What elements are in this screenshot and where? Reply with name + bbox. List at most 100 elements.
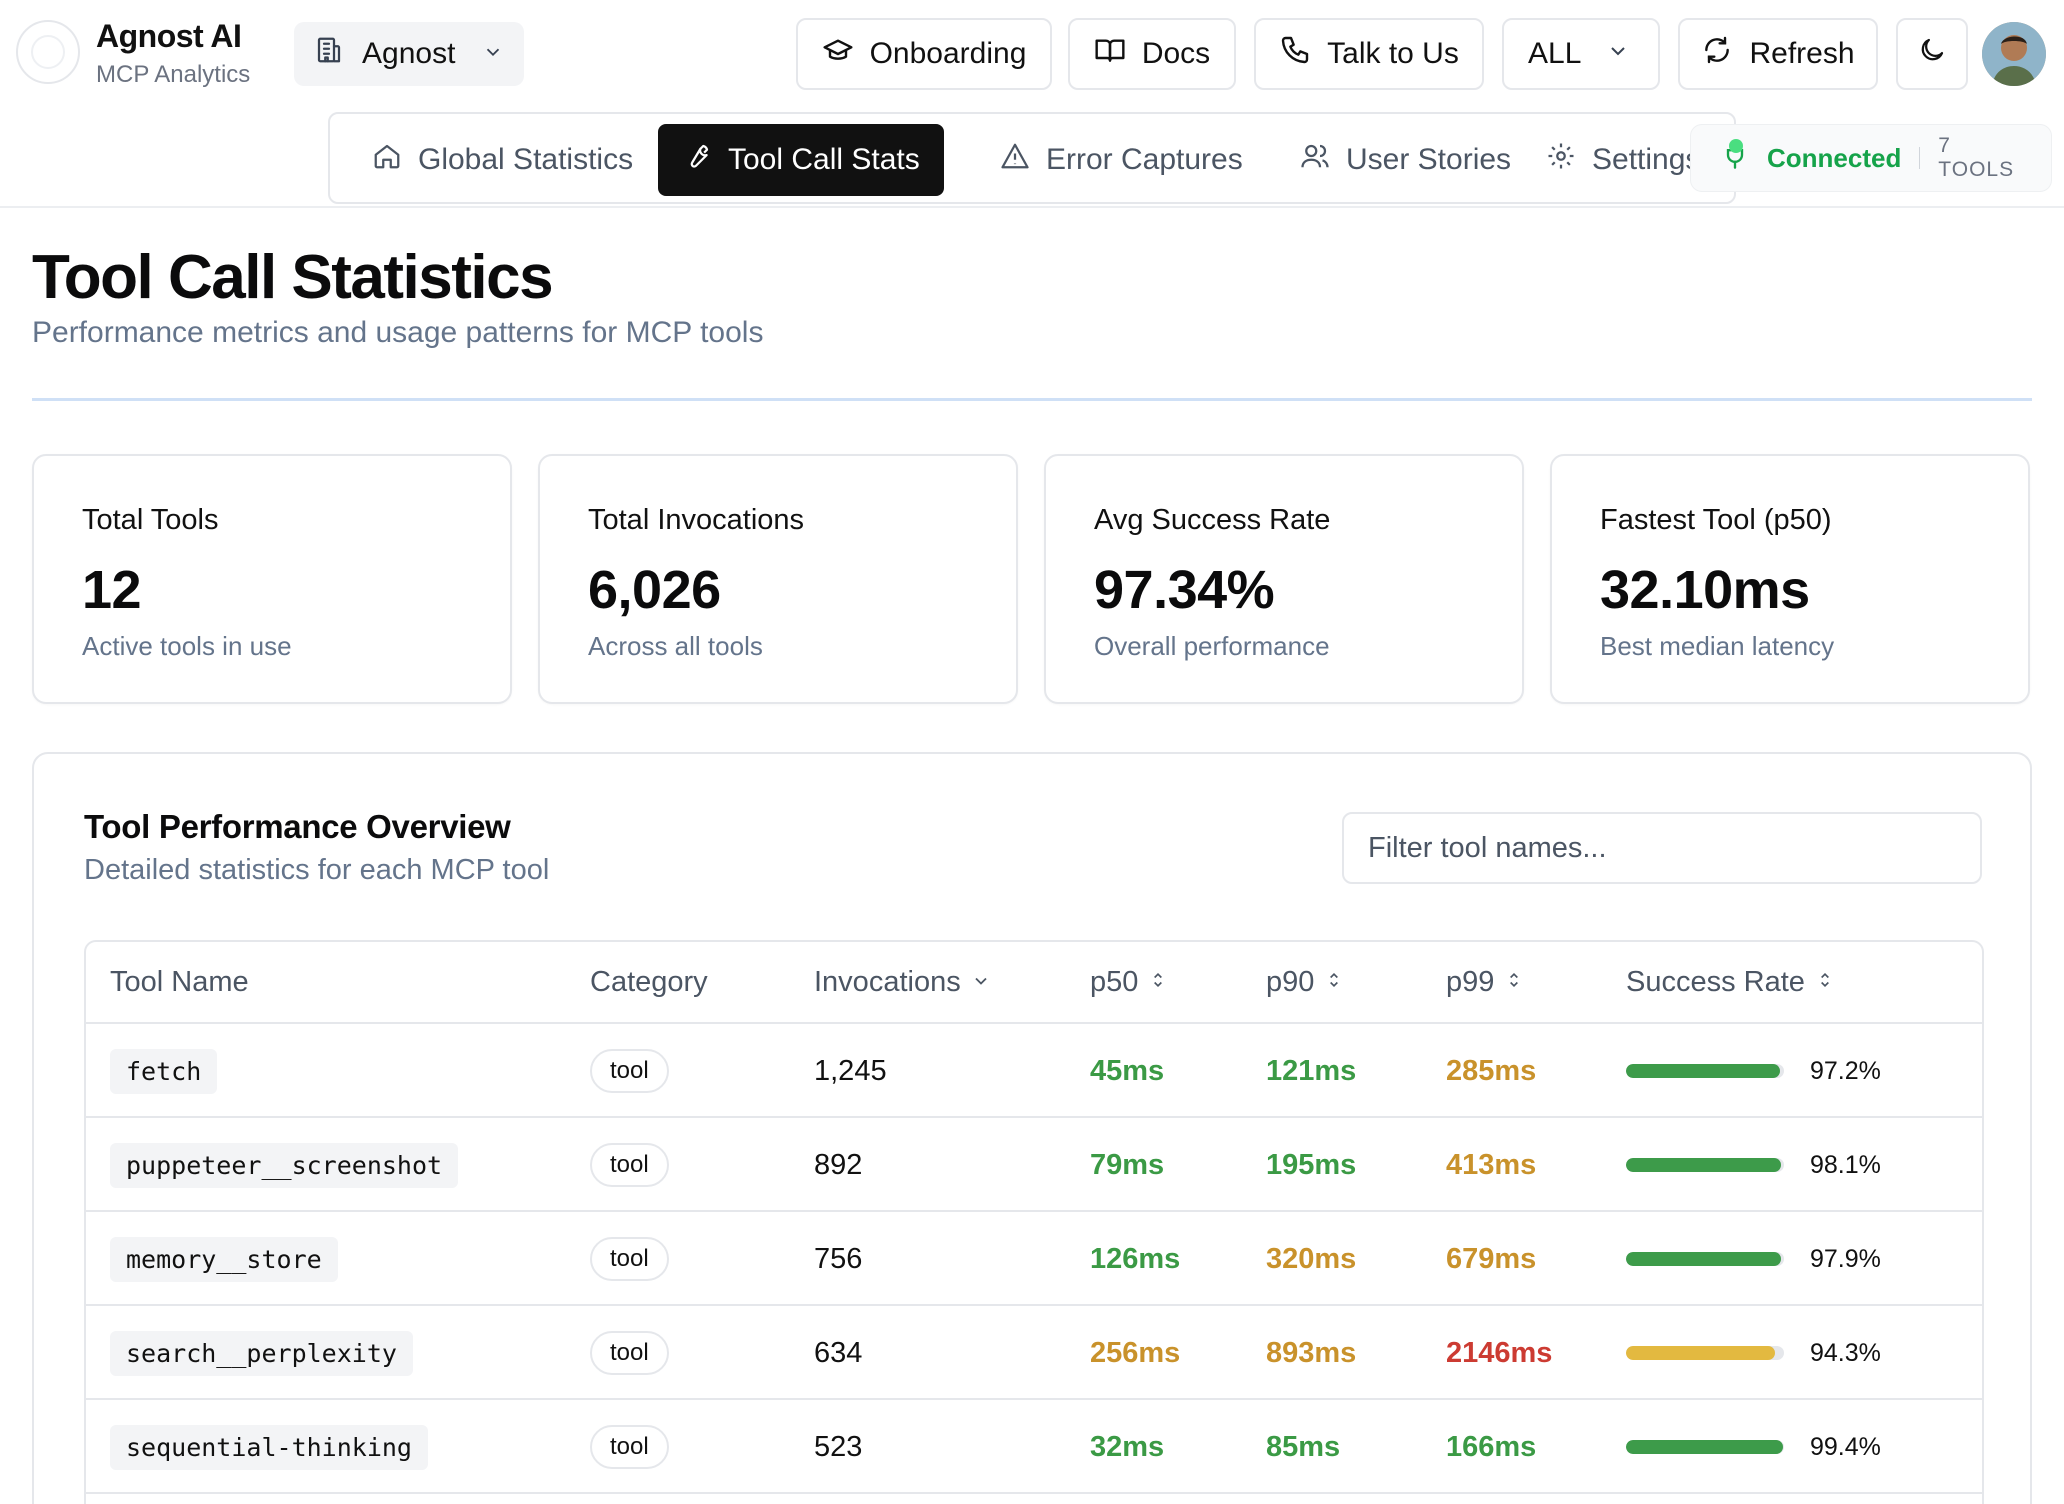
tab-error-captures[interactable]: Error Captures — [976, 124, 1267, 196]
column-header-invocations[interactable]: Invocations — [814, 966, 991, 999]
success-rate-cell: 97.9% — [1626, 1212, 1881, 1306]
table-row[interactable]: memory__store tool 756 126ms 320ms 679ms 97.9% — [86, 1212, 1982, 1306]
table-row[interactable]: search__perplexity tool 634 256ms 893ms 2146m… — [86, 1306, 1982, 1400]
avatar[interactable] — [1982, 22, 2046, 86]
org-select[interactable]: Agnost — [294, 22, 524, 86]
stat-title: Avg Success Rate — [1094, 504, 1331, 536]
docs-button[interactable]: Docs — [1068, 18, 1236, 90]
theme-toggle-button[interactable] — [1896, 18, 1968, 90]
onboarding-label: Onboarding — [869, 37, 1027, 70]
refresh-icon — [1701, 34, 1733, 74]
success-rate-bar-fill — [1626, 1346, 1775, 1360]
chevron-down-icon — [1606, 37, 1630, 71]
stat-title: Total Invocations — [588, 504, 805, 536]
panel-subtitle: Detailed statistics for each MCP tool — [84, 854, 550, 886]
tab-tool-call-stats[interactable]: Tool Call Stats — [658, 124, 944, 196]
column-label: Category — [590, 966, 708, 998]
talk-to-us-button[interactable]: Talk to Us — [1254, 18, 1484, 90]
column-header-p99[interactable]: p99 — [1446, 966, 1524, 999]
stat-value: 97.34% — [1094, 560, 1275, 620]
invocations-cell: 756 — [814, 1212, 862, 1306]
table-row[interactable]: fetch tool 1,245 45ms 121ms 285ms 97.2% — [86, 1024, 1982, 1118]
stat-card-total-invocations: Total Invocations 6,026 Across all tools — [538, 454, 1018, 704]
category-cell: tool — [590, 1212, 669, 1306]
category-cell: tool — [590, 1118, 669, 1212]
scope-value: ALL — [1528, 37, 1582, 70]
category-cell: tool — [590, 1400, 669, 1494]
success-rate-value: 99.4% — [1810, 1432, 1881, 1461]
success-rate-cell: 94.3% — [1626, 1306, 1881, 1400]
tab-label: User Stories — [1346, 143, 1512, 176]
wrench-icon — [682, 141, 712, 179]
category-cell: tool — [590, 1306, 669, 1400]
stat-value: 32.10ms — [1600, 560, 1810, 620]
p50-value: 79ms — [1090, 1148, 1165, 1181]
tool-name-cell: sequential-thinking — [110, 1400, 428, 1494]
page-subtitle: Performance metrics and usage patterns f… — [32, 316, 764, 349]
success-rate-value: 97.9% — [1810, 1244, 1881, 1273]
invocations-cell: 1,245 — [814, 1024, 887, 1118]
success-rate-bar-fill — [1626, 1252, 1781, 1266]
p99-cell: 413ms — [1446, 1118, 1536, 1212]
p50-cell: 126ms — [1090, 1212, 1180, 1306]
sort-icon — [1324, 966, 1344, 999]
p99-value: 679ms — [1446, 1242, 1537, 1275]
column-header-tool-name[interactable]: Tool Name — [110, 966, 249, 999]
table-row[interactable]: puppeteer__screenshot tool 892 79ms 195ms 413… — [86, 1118, 1982, 1212]
page-title: Tool Call Statistics — [32, 243, 554, 312]
sort-icon — [1815, 966, 1835, 999]
column-header-success-rate[interactable]: Success Rate — [1626, 966, 1835, 999]
column-header-p90[interactable]: p90 — [1266, 966, 1344, 999]
success-rate-bar — [1626, 1252, 1784, 1266]
p99-value: 166ms — [1446, 1430, 1537, 1463]
tab-label: Settings — [1592, 143, 1701, 176]
p99-value: 413ms — [1446, 1148, 1537, 1181]
column-label: Tool Name — [110, 966, 249, 998]
success-rate-cell: 99.4% — [1626, 1400, 1881, 1494]
p90-value: 121ms — [1266, 1054, 1357, 1087]
panel-title: Tool Performance Overview — [84, 808, 511, 845]
filter-tool-names-input[interactable] — [1342, 812, 1982, 884]
header-divider — [0, 206, 2064, 208]
tab-user-stories[interactable]: User Stories — [1276, 124, 1535, 196]
scope-select[interactable]: ALL — [1502, 18, 1660, 90]
stat-card-total-tools: Total Tools 12 Active tools in use — [32, 454, 512, 704]
brand: Agnost AI MCP Analytics — [96, 18, 250, 89]
chevron-down-icon — [482, 37, 504, 71]
p99-value: 285ms — [1446, 1054, 1537, 1087]
column-header-p50[interactable]: p50 — [1090, 966, 1168, 999]
onboarding-button[interactable]: Onboarding — [796, 18, 1052, 90]
success-rate-bar — [1626, 1346, 1784, 1360]
p50-value: 126ms — [1090, 1242, 1181, 1275]
stat-value: 6,026 — [588, 560, 721, 620]
connection-status: Connected 7 TOOLS — [1690, 124, 2052, 192]
p50-cell: 256ms — [1090, 1306, 1180, 1400]
sort-icon — [1148, 966, 1168, 999]
category-cell: tool — [590, 1024, 669, 1118]
tool-name: fetch — [110, 1048, 218, 1094]
tab-settings[interactable]: Settings — [1522, 124, 1724, 196]
stat-subtitle: Best median latency — [1600, 631, 1835, 661]
column-label: Invocations — [814, 966, 961, 998]
success-rate-bar — [1626, 1064, 1784, 1078]
stat-value: 12 — [82, 560, 142, 620]
p90-cell: 195ms — [1266, 1118, 1356, 1212]
tool-name-cell: fetch — [110, 1024, 218, 1118]
tab-global-statistics[interactable]: Global Statistics — [348, 124, 657, 196]
category-badge: tool — [590, 1237, 669, 1281]
stat-card-avg-success-rate: Avg Success Rate 97.34% Overall performa… — [1044, 454, 1524, 704]
graduation-cap-icon — [822, 34, 854, 74]
connection-label: Connected — [1767, 142, 1902, 173]
success-rate-cell: 97.2% — [1626, 1024, 1881, 1118]
refresh-button[interactable]: Refresh — [1678, 18, 1878, 90]
invocations-value: 892 — [814, 1148, 863, 1181]
title-divider — [32, 398, 2032, 401]
success-rate-bar — [1626, 1440, 1784, 1454]
top-bar: Agnost AI MCP Analytics Agnost Onboardin… — [0, 0, 2064, 108]
success-rate-bar-fill — [1626, 1440, 1784, 1454]
p99-cell: 2146ms — [1446, 1306, 1552, 1400]
table-row[interactable]: sequential-thinking tool 523 32ms 85ms 166ms 9… — [86, 1400, 1982, 1494]
p50-cell: 32ms — [1090, 1400, 1164, 1494]
column-header-category[interactable]: Category — [590, 966, 708, 999]
invocations-cell: 892 — [814, 1118, 862, 1212]
